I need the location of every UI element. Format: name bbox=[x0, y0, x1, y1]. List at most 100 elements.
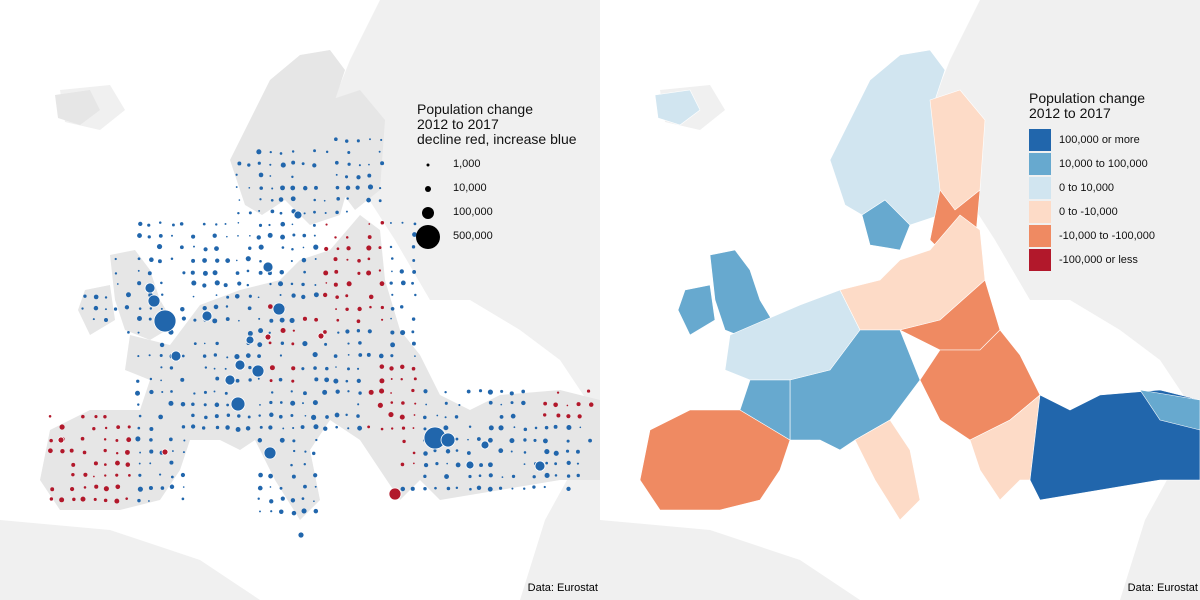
increase-symbol bbox=[170, 475, 174, 479]
increase-symbol bbox=[237, 221, 240, 224]
increase-symbol bbox=[214, 414, 219, 419]
increase-symbol bbox=[137, 233, 142, 238]
size-legend-title-line-1: Population change bbox=[417, 101, 533, 117]
decline-symbol bbox=[291, 379, 295, 383]
decline-symbol bbox=[80, 496, 86, 502]
decline-symbol bbox=[377, 402, 383, 408]
increase-symbol bbox=[576, 449, 580, 454]
increase-symbol bbox=[301, 497, 305, 501]
class-legend-label: -10,000 to -100,000 bbox=[1059, 230, 1156, 242]
increase-symbol bbox=[256, 149, 262, 155]
decline-symbol bbox=[389, 366, 394, 371]
increase-symbol bbox=[181, 425, 186, 429]
increase-symbol bbox=[523, 463, 526, 465]
increase-symbol bbox=[225, 425, 230, 430]
increase-symbol bbox=[281, 246, 285, 249]
increase-symbol bbox=[389, 245, 393, 249]
size-symbol-icon bbox=[422, 207, 434, 219]
increase-symbol bbox=[488, 400, 493, 405]
increase-symbol bbox=[523, 427, 528, 432]
decline-symbol bbox=[413, 462, 415, 465]
increase-symbol bbox=[245, 426, 251, 431]
increase-symbol bbox=[412, 232, 417, 237]
increase-symbol bbox=[334, 160, 339, 165]
decline-symbol bbox=[366, 270, 372, 276]
increase-symbol bbox=[335, 366, 337, 368]
increase-symbol bbox=[272, 302, 286, 316]
increase-symbol bbox=[302, 246, 305, 249]
increase-symbol bbox=[566, 439, 570, 443]
increase-symbol bbox=[138, 414, 142, 418]
increase-symbol bbox=[576, 473, 580, 478]
country-land bbox=[230, 50, 350, 225]
increase-symbol bbox=[378, 353, 384, 359]
decline-symbol bbox=[577, 414, 582, 419]
class-legend-label: -100,000 or less bbox=[1059, 254, 1138, 266]
increase-symbol bbox=[238, 199, 241, 201]
increase-symbol bbox=[291, 223, 294, 226]
increase-symbol bbox=[521, 389, 526, 394]
size-legend-label: 10,000 bbox=[453, 182, 487, 194]
increase-symbol bbox=[313, 508, 319, 514]
increase-symbol bbox=[290, 463, 293, 467]
increase-symbol bbox=[214, 280, 220, 286]
decline-symbol bbox=[369, 305, 372, 309]
decline-symbol bbox=[291, 342, 295, 346]
increase-symbol bbox=[269, 163, 272, 166]
increase-symbol bbox=[390, 317, 392, 320]
size-legend-item: 100,000 bbox=[417, 201, 577, 225]
decline-symbol bbox=[414, 402, 417, 405]
decline-symbol bbox=[357, 306, 362, 312]
decline-symbol bbox=[379, 364, 385, 369]
increase-symbol bbox=[378, 150, 381, 153]
symbol-map bbox=[0, 0, 600, 600]
increase-symbol bbox=[160, 486, 165, 490]
increase-symbol bbox=[280, 162, 286, 168]
increase-symbol bbox=[454, 415, 459, 419]
increase-symbol bbox=[280, 185, 285, 191]
increase-symbol bbox=[215, 376, 220, 381]
decline-symbol bbox=[335, 295, 339, 299]
increase-symbol bbox=[249, 234, 251, 237]
increase-symbol bbox=[322, 389, 328, 395]
class-legend: Population change 2012 to 2017 100,000 o… bbox=[1029, 91, 1155, 272]
decline-symbol bbox=[334, 236, 337, 239]
increase-symbol bbox=[280, 221, 286, 227]
increase-symbol bbox=[193, 392, 196, 395]
increase-symbol bbox=[423, 474, 427, 479]
increase-symbol bbox=[258, 472, 263, 478]
region bbox=[1029, 389, 1200, 501]
class-legend-label: 10,000 to 100,000 bbox=[1059, 158, 1148, 170]
increase-symbol bbox=[149, 449, 154, 454]
decline-symbol bbox=[115, 451, 119, 455]
increase-symbol bbox=[344, 175, 349, 179]
increase-symbol bbox=[290, 390, 293, 393]
increase-symbol bbox=[267, 232, 273, 238]
increase-symbol bbox=[279, 317, 285, 323]
increase-symbol bbox=[169, 437, 173, 442]
increase-symbol bbox=[137, 331, 140, 334]
increase-symbol bbox=[303, 270, 306, 274]
decline-symbol bbox=[576, 402, 581, 407]
increase-symbol bbox=[314, 377, 319, 382]
increase-symbol bbox=[532, 485, 536, 489]
increase-symbol bbox=[235, 378, 240, 383]
increase-symbol bbox=[280, 496, 285, 501]
increase-symbol bbox=[325, 366, 329, 371]
increase-symbol bbox=[245, 353, 251, 359]
increase-symbol bbox=[224, 374, 236, 386]
increase-symbol bbox=[114, 272, 118, 275]
increase-symbol bbox=[257, 161, 261, 165]
increase-symbol bbox=[234, 354, 240, 360]
increase-symbol bbox=[335, 389, 340, 394]
decline-symbol bbox=[124, 449, 130, 455]
source-caption: Data: Eurostat bbox=[1127, 582, 1198, 594]
increase-symbol bbox=[534, 460, 546, 472]
increase-symbol bbox=[476, 437, 481, 441]
increase-symbol bbox=[345, 185, 351, 191]
size-symbol-icon bbox=[416, 225, 440, 249]
increase-symbol bbox=[257, 354, 261, 359]
decline-symbol bbox=[336, 247, 340, 251]
increase-symbol bbox=[170, 350, 182, 362]
increase-symbol bbox=[268, 425, 273, 430]
